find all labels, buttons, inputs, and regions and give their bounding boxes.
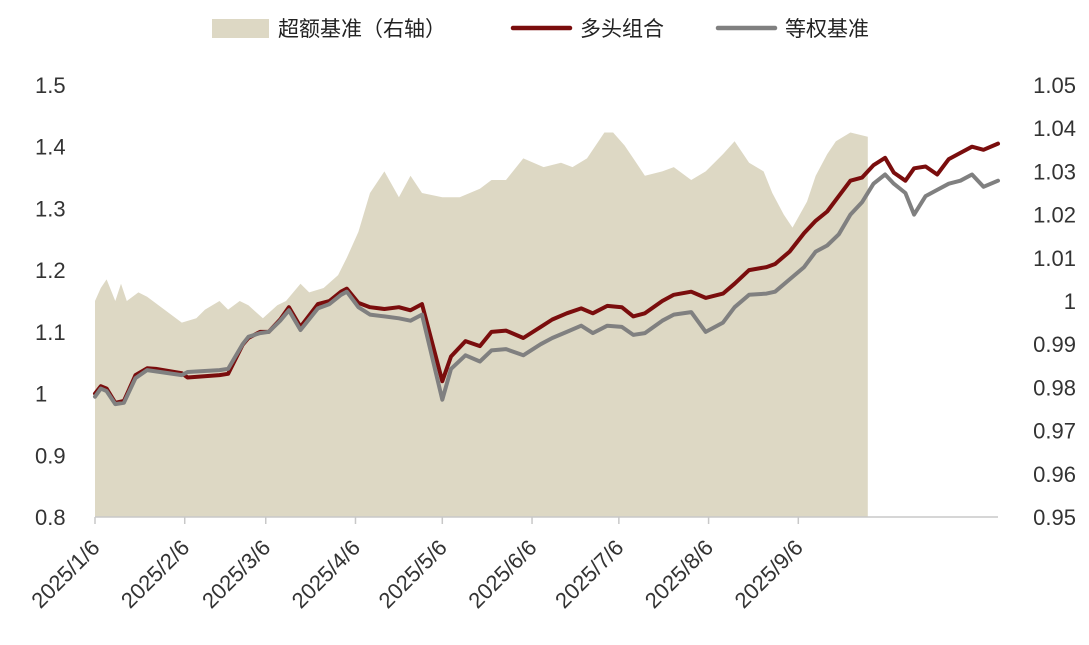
y-right-tick-label: 0.97 <box>1033 419 1076 444</box>
x-tick-label: 2025/5/6 <box>374 535 452 613</box>
y-left-tick-label: 1.2 <box>35 258 66 283</box>
y-right-tick-label: 1.01 <box>1033 246 1076 271</box>
y-left-tick-label: 1.1 <box>35 320 66 345</box>
y-left-tick-label: 0.9 <box>35 443 66 468</box>
y-right-tick-label: 0.95 <box>1033 505 1076 530</box>
x-tick-label: 2025/7/6 <box>550 535 628 613</box>
legend-label-long-portfolio: 多头组合 <box>580 17 664 41</box>
y-right-tick-label: 0.96 <box>1033 462 1076 487</box>
legend-swatch-excess <box>212 19 269 38</box>
y-left-tick-label: 0.8 <box>35 505 66 530</box>
line-series-equal-weight <box>93 172 1000 407</box>
x-tick-label: 2025/1/6 <box>26 535 104 613</box>
y-right-tick-label: 0.99 <box>1033 332 1076 357</box>
x-tick-label: 2025/4/6 <box>287 535 365 613</box>
line-layer <box>93 141 1000 407</box>
area-layer <box>95 132 868 517</box>
legend-label-equal-weight: 等权基准 <box>785 17 869 41</box>
legend-label-excess: 超额基准（右轴） <box>278 17 446 41</box>
x-tick-label: 2025/3/6 <box>197 535 275 613</box>
y-right-tick-label: 1.04 <box>1033 116 1076 141</box>
y-left-tick-label: 1.3 <box>35 196 66 221</box>
x-tick-label: 2025/6/6 <box>463 535 541 613</box>
y-right-tick-label: 1.05 <box>1033 73 1076 98</box>
area-series-excess <box>95 132 868 517</box>
x-tick-label: 2025/9/6 <box>730 535 808 613</box>
x-tick-label: 2025/2/6 <box>116 535 194 613</box>
y-right-tick-label: 1 <box>1064 289 1076 314</box>
y-right-tick-label: 1.02 <box>1033 203 1076 228</box>
y-right-tick-label: 0.98 <box>1033 375 1076 400</box>
y-left-tick-label: 1.4 <box>35 135 66 160</box>
x-tick-label: 2025/8/6 <box>640 535 718 613</box>
legend: 超额基准（右轴） 多头组合 等权基准 <box>212 17 869 41</box>
y-left-tick-label: 1.5 <box>35 73 66 98</box>
y-left-tick-label: 1 <box>35 382 47 407</box>
y-right-tick-label: 1.03 <box>1033 159 1076 184</box>
